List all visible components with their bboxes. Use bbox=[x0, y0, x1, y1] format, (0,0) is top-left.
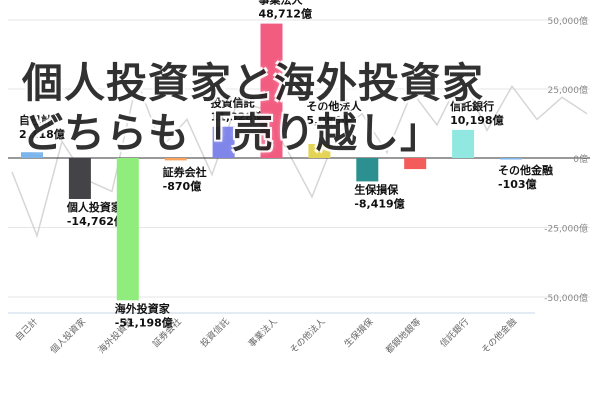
bar-4 bbox=[164, 158, 187, 161]
bar-8 bbox=[356, 158, 379, 182]
background-trend-line bbox=[11, 73, 588, 239]
data-label-name: 投資信託 bbox=[211, 96, 255, 110]
y-tick-label: -50,000億 bbox=[544, 292, 588, 304]
headline-overlay: 個人投資家と海外投資家 どちらも「売り越し」 bbox=[22, 58, 582, 158]
y-tick-label: 25,000億 bbox=[548, 84, 589, 96]
data-label-name: その他金融 bbox=[498, 163, 553, 177]
bar-1 bbox=[21, 152, 43, 158]
x-tick-label: 自己計 bbox=[12, 316, 40, 344]
bar-2 bbox=[68, 158, 91, 199]
data-label-value: -8,419億 bbox=[354, 196, 404, 210]
data-label-value: -103億 bbox=[498, 177, 537, 191]
bar-9 bbox=[404, 158, 427, 170]
data-label-value: 2,118億 bbox=[19, 127, 65, 141]
data-label-value: 5,086億 bbox=[306, 113, 352, 127]
data-label-name: 生保損保 bbox=[354, 182, 399, 196]
y-tick-label: 0億 bbox=[573, 153, 588, 165]
data-label-name: 事業法人 bbox=[259, 0, 304, 7]
x-tick-label: その他法人 bbox=[287, 316, 327, 356]
bar-3 bbox=[116, 158, 139, 301]
data-label-name: 海外投資家 bbox=[115, 301, 171, 315]
bar-11 bbox=[500, 158, 522, 160]
x-tick-label: 投資信託 bbox=[198, 316, 232, 350]
bar-10 bbox=[452, 129, 475, 158]
headline-line-2: どちらも「売り越し」 bbox=[22, 109, 442, 157]
x-tick-label: 都銀地銀等 bbox=[383, 316, 423, 356]
bar-5 bbox=[212, 126, 235, 158]
data-label-name: 信託銀行 bbox=[450, 99, 494, 113]
headline-line-1: 個人投資家と海外投資家 bbox=[22, 59, 484, 107]
bar-6 bbox=[260, 23, 283, 158]
data-label-value: 48,712億 bbox=[259, 7, 312, 21]
y-tick-label: 50,000億 bbox=[548, 15, 589, 27]
x-tick-label: 事業法人 bbox=[246, 316, 280, 350]
data-label-value: 11,328億 bbox=[211, 110, 264, 124]
bar-7 bbox=[308, 144, 331, 158]
data-label-value: 10,198億 bbox=[450, 113, 503, 127]
x-tick-label: 個人投資家 bbox=[48, 316, 88, 356]
x-tick-label: その他金融 bbox=[479, 316, 519, 356]
data-label-name: 証券会社 bbox=[163, 165, 207, 179]
data-label-name: 自己計 bbox=[19, 113, 52, 127]
data-label-value: -14,762億 bbox=[67, 214, 125, 228]
data-label-value: -51,198億 bbox=[115, 315, 173, 329]
data-label-name: その他法人 bbox=[306, 99, 362, 113]
data-label-name: 個人投資家 bbox=[66, 200, 123, 214]
data-label-value: -870億 bbox=[163, 179, 202, 193]
x-tick-label: 信託銀行 bbox=[437, 316, 471, 350]
y-tick-label: -25,000億 bbox=[544, 223, 588, 235]
x-tick-label: 生保損保 bbox=[341, 316, 375, 350]
